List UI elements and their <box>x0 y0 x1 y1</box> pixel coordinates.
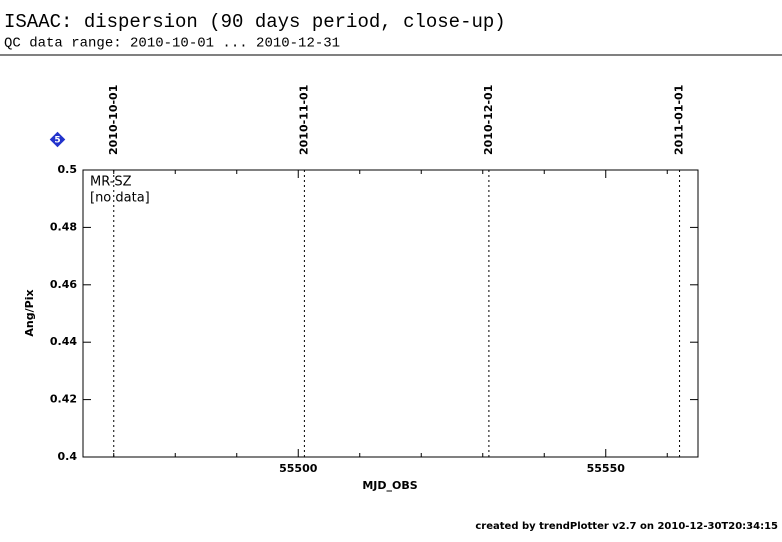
y-tick-label: 0.4 <box>58 450 78 463</box>
date-label: 2010-10-01 <box>107 85 120 155</box>
y-tick-label: 0.5 <box>58 163 78 176</box>
badge: 5 <box>49 131 66 148</box>
x-tick-label: 55550 <box>587 462 626 475</box>
chart-subtitle: QC data range: 2010-10-01 ... 2010-12-31 <box>4 36 340 52</box>
badge-diamond <box>49 131 66 148</box>
y-tick-label: 0.46 <box>50 278 77 291</box>
date-label: 2010-12-01 <box>482 85 495 155</box>
chart-title: ISAAC: dispersion (90 days period, close… <box>4 11 506 33</box>
y-axis-label: Ang/Pix <box>23 289 36 336</box>
plot-frame <box>82 169 699 458</box>
x-tick-label: 55500 <box>279 462 318 475</box>
y-tick-label: 0.48 <box>50 220 77 233</box>
date-label: 2010-11-01 <box>297 85 310 155</box>
legend-entry: MR-SZ <box>90 175 132 190</box>
annotation: [no data] <box>90 191 150 206</box>
date-label: 2011-01-01 <box>673 85 686 155</box>
y-tick-label: 0.44 <box>50 335 77 348</box>
footer: created by trendPlotter v2.7 on 2010-12-… <box>475 521 778 532</box>
x-axis-label: MJD_OBS <box>362 479 417 492</box>
y-tick-label: 0.42 <box>50 393 77 406</box>
badge-label: 5 <box>54 136 60 146</box>
